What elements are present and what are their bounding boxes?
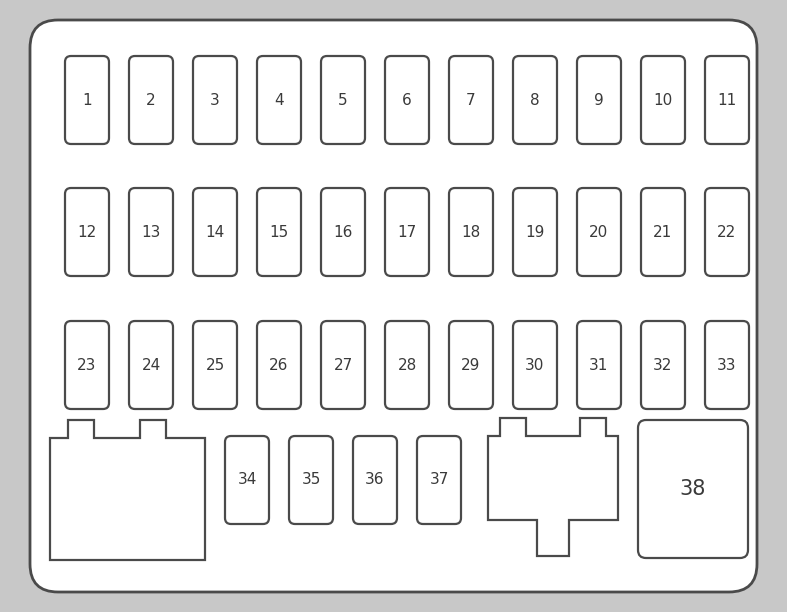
- Polygon shape: [50, 420, 205, 560]
- Text: 17: 17: [397, 225, 416, 239]
- FancyBboxPatch shape: [577, 188, 621, 276]
- Text: 7: 7: [466, 92, 476, 108]
- Text: 29: 29: [461, 357, 481, 373]
- FancyBboxPatch shape: [65, 321, 109, 409]
- Text: 20: 20: [589, 225, 608, 239]
- FancyBboxPatch shape: [385, 321, 429, 409]
- Text: 38: 38: [680, 479, 706, 499]
- Text: 36: 36: [365, 472, 385, 488]
- Text: 3: 3: [210, 92, 220, 108]
- FancyBboxPatch shape: [65, 56, 109, 144]
- FancyBboxPatch shape: [577, 56, 621, 144]
- Text: 1: 1: [82, 92, 92, 108]
- Text: 28: 28: [397, 357, 416, 373]
- FancyBboxPatch shape: [513, 56, 557, 144]
- FancyBboxPatch shape: [321, 188, 365, 276]
- FancyBboxPatch shape: [449, 188, 493, 276]
- Text: 9: 9: [594, 92, 604, 108]
- FancyBboxPatch shape: [353, 436, 397, 524]
- Text: 12: 12: [77, 225, 97, 239]
- FancyBboxPatch shape: [257, 56, 301, 144]
- Text: 19: 19: [525, 225, 545, 239]
- Text: 25: 25: [205, 357, 224, 373]
- FancyBboxPatch shape: [385, 188, 429, 276]
- FancyBboxPatch shape: [705, 321, 749, 409]
- Text: 16: 16: [334, 225, 353, 239]
- Text: 15: 15: [269, 225, 289, 239]
- FancyBboxPatch shape: [257, 188, 301, 276]
- FancyBboxPatch shape: [30, 20, 757, 592]
- Text: 18: 18: [461, 225, 481, 239]
- FancyBboxPatch shape: [129, 321, 173, 409]
- Text: 35: 35: [301, 472, 320, 488]
- FancyBboxPatch shape: [641, 56, 685, 144]
- FancyBboxPatch shape: [513, 188, 557, 276]
- FancyBboxPatch shape: [638, 420, 748, 558]
- Text: 14: 14: [205, 225, 224, 239]
- Text: 4: 4: [274, 92, 284, 108]
- Text: 8: 8: [530, 92, 540, 108]
- Text: 13: 13: [142, 225, 161, 239]
- FancyBboxPatch shape: [289, 436, 333, 524]
- FancyBboxPatch shape: [577, 321, 621, 409]
- Text: 30: 30: [525, 357, 545, 373]
- FancyBboxPatch shape: [641, 188, 685, 276]
- FancyBboxPatch shape: [193, 56, 237, 144]
- FancyBboxPatch shape: [321, 321, 365, 409]
- Text: 2: 2: [146, 92, 156, 108]
- Text: 34: 34: [238, 472, 257, 488]
- FancyBboxPatch shape: [129, 56, 173, 144]
- FancyBboxPatch shape: [513, 321, 557, 409]
- FancyBboxPatch shape: [193, 188, 237, 276]
- FancyBboxPatch shape: [641, 321, 685, 409]
- Text: 22: 22: [718, 225, 737, 239]
- FancyBboxPatch shape: [449, 56, 493, 144]
- FancyBboxPatch shape: [417, 436, 461, 524]
- Text: 26: 26: [269, 357, 289, 373]
- Text: 31: 31: [589, 357, 608, 373]
- Text: 5: 5: [338, 92, 348, 108]
- FancyBboxPatch shape: [257, 321, 301, 409]
- FancyBboxPatch shape: [193, 321, 237, 409]
- Text: 6: 6: [402, 92, 412, 108]
- FancyBboxPatch shape: [129, 188, 173, 276]
- Text: 27: 27: [334, 357, 353, 373]
- Text: 24: 24: [142, 357, 161, 373]
- Text: 11: 11: [718, 92, 737, 108]
- FancyBboxPatch shape: [385, 56, 429, 144]
- FancyBboxPatch shape: [449, 321, 493, 409]
- Text: 37: 37: [430, 472, 449, 488]
- FancyBboxPatch shape: [65, 188, 109, 276]
- FancyBboxPatch shape: [321, 56, 365, 144]
- Text: 33: 33: [717, 357, 737, 373]
- Text: 21: 21: [653, 225, 673, 239]
- FancyBboxPatch shape: [705, 56, 749, 144]
- Text: 23: 23: [77, 357, 97, 373]
- FancyBboxPatch shape: [225, 436, 269, 524]
- Text: 32: 32: [653, 357, 673, 373]
- Polygon shape: [488, 418, 618, 556]
- FancyBboxPatch shape: [705, 188, 749, 276]
- Text: 10: 10: [653, 92, 673, 108]
